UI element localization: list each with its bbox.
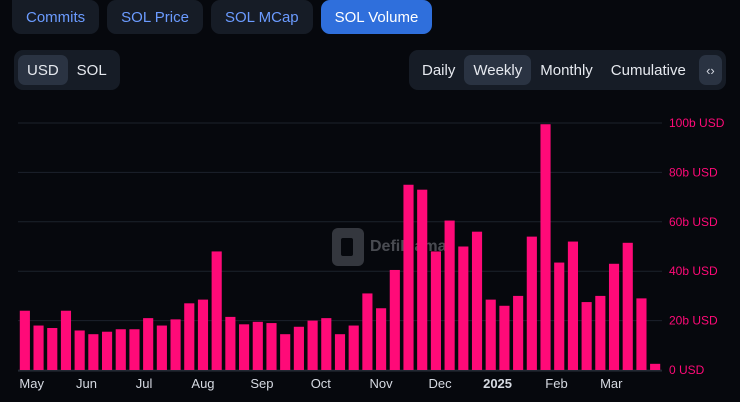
y-tick-label: 20b USD (669, 314, 718, 328)
x-tick-label: Feb (545, 376, 567, 391)
volume-bar[interactable] (485, 299, 496, 370)
volume-bar[interactable] (581, 302, 592, 370)
volume-bar[interactable] (362, 293, 373, 370)
y-tick-label: 0 USD (669, 363, 705, 377)
x-tick-label: Dec (428, 376, 452, 391)
volume-bar[interactable] (211, 251, 222, 370)
tab-commits[interactable]: Commits (12, 0, 100, 34)
volume-bar[interactable] (307, 320, 318, 370)
defillama-logo-icon (332, 228, 364, 266)
volume-bar[interactable] (280, 334, 291, 370)
volume-bar[interactable] (115, 329, 126, 370)
currency-usd-button[interactable]: USD (18, 55, 68, 85)
x-tick-label: May (19, 376, 44, 391)
volume-bar[interactable] (197, 299, 209, 370)
volume-bar[interactable] (376, 308, 387, 370)
period-toggle: Daily Weekly Monthly Cumulative ‹› (409, 50, 726, 90)
volume-bar[interactable] (458, 246, 469, 371)
x-tick-label: Aug (191, 376, 214, 391)
volume-bar[interactable] (74, 330, 85, 370)
period-daily-button[interactable]: Daily (422, 61, 456, 79)
volume-bar[interactable] (293, 326, 304, 370)
tab-sol-volume[interactable]: SOL Volume (320, 0, 433, 34)
embed-code-button[interactable]: ‹› (698, 55, 722, 85)
currency-toggle: USD SOL (14, 50, 120, 90)
volume-bar[interactable] (554, 262, 565, 370)
currency-sol-button[interactable]: SOL (76, 61, 107, 79)
volume-bar[interactable] (156, 325, 167, 370)
volume-bar[interactable] (444, 220, 455, 370)
volume-bar[interactable] (608, 263, 620, 370)
period-weekly-button[interactable]: Weekly (464, 55, 532, 85)
x-tick-label: Jun (76, 376, 97, 391)
volume-bar[interactable] (650, 363, 661, 370)
volume-bar[interactable] (526, 236, 537, 370)
volume-bar[interactable] (499, 305, 510, 370)
volume-bar[interactable] (60, 310, 72, 370)
volume-bar[interactable] (471, 231, 483, 370)
y-tick-label: 60b USD (669, 215, 718, 229)
volume-bar[interactable] (129, 329, 140, 370)
y-tick-label: 40b USD (669, 264, 718, 278)
volume-bar[interactable] (184, 303, 195, 370)
volume-bar[interactable] (430, 251, 441, 370)
period-cumulative-button[interactable]: Cumulative (610, 61, 686, 79)
volume-bar[interactable] (403, 184, 414, 370)
volume-bar[interactable] (567, 241, 579, 370)
volume-bar[interactable] (19, 310, 30, 370)
volume-bar[interactable] (348, 325, 359, 370)
volume-bar[interactable] (636, 298, 647, 370)
volume-bar[interactable] (33, 325, 44, 370)
volume-bar[interactable] (389, 269, 400, 370)
volume-bar[interactable] (334, 334, 346, 370)
volume-bar[interactable] (513, 295, 524, 370)
volume-bar[interactable] (239, 324, 250, 370)
volume-bar[interactable] (595, 295, 606, 370)
metric-tabs: Commits SOL Price SOL MCap SOL Volume (12, 0, 433, 34)
volume-bar[interactable] (170, 319, 181, 370)
volume-bar[interactable] (225, 316, 236, 370)
x-tick-label: Mar (600, 376, 623, 391)
tab-sol-price[interactable]: SOL Price (107, 0, 203, 34)
volume-bar[interactable] (101, 331, 113, 370)
tab-sol-mcap[interactable]: SOL MCap (210, 0, 313, 34)
period-monthly-button[interactable]: Monthly (540, 61, 593, 79)
x-tick-label: Jul (136, 376, 153, 391)
volume-bar[interactable] (540, 124, 551, 371)
volume-bar[interactable] (417, 189, 428, 370)
y-tick-label: 100b USD (669, 116, 725, 130)
y-tick-label: 80b USD (669, 165, 718, 179)
x-tick-label: Sep (250, 376, 273, 391)
volume-bar[interactable] (143, 318, 154, 370)
code-icon: ‹› (706, 62, 715, 78)
volume-bar[interactable] (266, 323, 277, 370)
volume-bar[interactable] (252, 321, 263, 370)
volume-bar[interactable] (47, 328, 58, 370)
x-tick-label: Nov (370, 376, 394, 391)
volume-bar[interactable] (321, 318, 332, 370)
x-tick-label: 2025 (483, 376, 512, 391)
volume-bar[interactable] (88, 334, 99, 370)
volume-bar[interactable] (622, 242, 633, 370)
x-tick-label: Oct (311, 376, 332, 391)
